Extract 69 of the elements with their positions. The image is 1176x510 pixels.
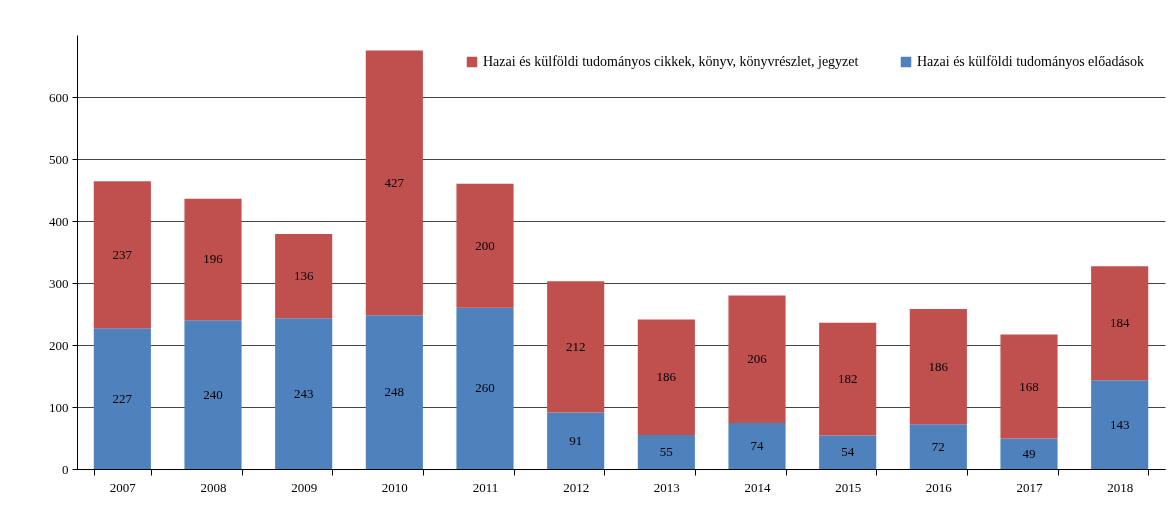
data-label: 54: [841, 444, 855, 460]
bar: [1091, 266, 1149, 381]
bar: [728, 295, 786, 424]
x-tick-label: 2011: [472, 479, 499, 495]
x-tick-label: 2010: [381, 479, 408, 495]
data-label: 55: [659, 443, 673, 459]
bar: [547, 281, 605, 413]
data-label: 206: [747, 351, 768, 367]
y-tick-label: 300: [49, 275, 69, 291]
data-label: 196: [203, 251, 224, 267]
data-label: 168: [1019, 378, 1039, 394]
bar: [728, 423, 786, 469]
bar: [365, 315, 423, 469]
x-tick-label: 2015: [835, 479, 862, 495]
data-label: 182: [837, 371, 858, 387]
data-label: 72: [931, 438, 945, 454]
x-tick-label: 2014: [744, 479, 771, 495]
data-label: 49: [1022, 445, 1036, 461]
x-tick-label: 2012: [563, 479, 590, 495]
bar: [819, 435, 877, 469]
x-tick-label: 2013: [653, 479, 680, 495]
bar: [1000, 334, 1058, 439]
data-label: 186: [928, 358, 949, 374]
bar: [93, 328, 151, 469]
bar: [1091, 380, 1149, 469]
bar: [909, 424, 967, 469]
x-tick-label: 2018: [1107, 479, 1134, 495]
bar: [275, 318, 333, 469]
y-tick-label: 0: [62, 461, 69, 477]
x-tick-label: 2007: [109, 479, 137, 495]
bar: [819, 322, 877, 436]
y-tick-label: 600: [49, 89, 69, 105]
data-label: 427: [384, 174, 405, 190]
data-label: 227: [112, 390, 133, 406]
data-label: 248: [384, 384, 405, 400]
bar: [184, 320, 242, 469]
x-tick-label: 2017: [1016, 479, 1043, 495]
y-tick-label: 100: [49, 399, 69, 415]
data-label: 136: [293, 268, 314, 284]
legend-label: Hazai és külföldi tudományos előadások: [917, 54, 1145, 69]
data-label: 74: [750, 438, 764, 454]
data-label: 237: [112, 246, 133, 262]
bar: [275, 234, 333, 319]
bar: [93, 181, 151, 329]
y-tick-label: 500: [49, 151, 69, 167]
bar: [547, 412, 605, 469]
y-tick-label: 200: [49, 337, 69, 353]
bar: [365, 50, 423, 316]
x-tick-label: 2016: [925, 479, 953, 495]
bar: [456, 307, 514, 469]
bar: [909, 309, 967, 425]
bar: [184, 198, 242, 321]
bar: [1000, 438, 1058, 469]
legend-label: Hazai és külföldi tudományos cikkek, könyv, könyvrészlet, jegyzet: [483, 54, 859, 69]
x-tick-label: 2008: [200, 479, 227, 495]
data-label: 200: [475, 237, 495, 253]
x-tick-label: 2009: [291, 479, 318, 495]
data-label: 143: [1109, 416, 1130, 432]
data-label: 212: [565, 338, 586, 354]
data-label: 240: [203, 386, 223, 402]
data-label: 91: [569, 432, 583, 448]
data-label: 184: [1109, 315, 1130, 331]
y-tick-label: 400: [49, 213, 69, 229]
data-label: 186: [656, 369, 677, 385]
data-label: 243: [293, 385, 314, 401]
bar: [456, 183, 514, 308]
bar: [637, 434, 695, 469]
data-label: 260: [475, 380, 495, 396]
bar: [637, 319, 695, 435]
